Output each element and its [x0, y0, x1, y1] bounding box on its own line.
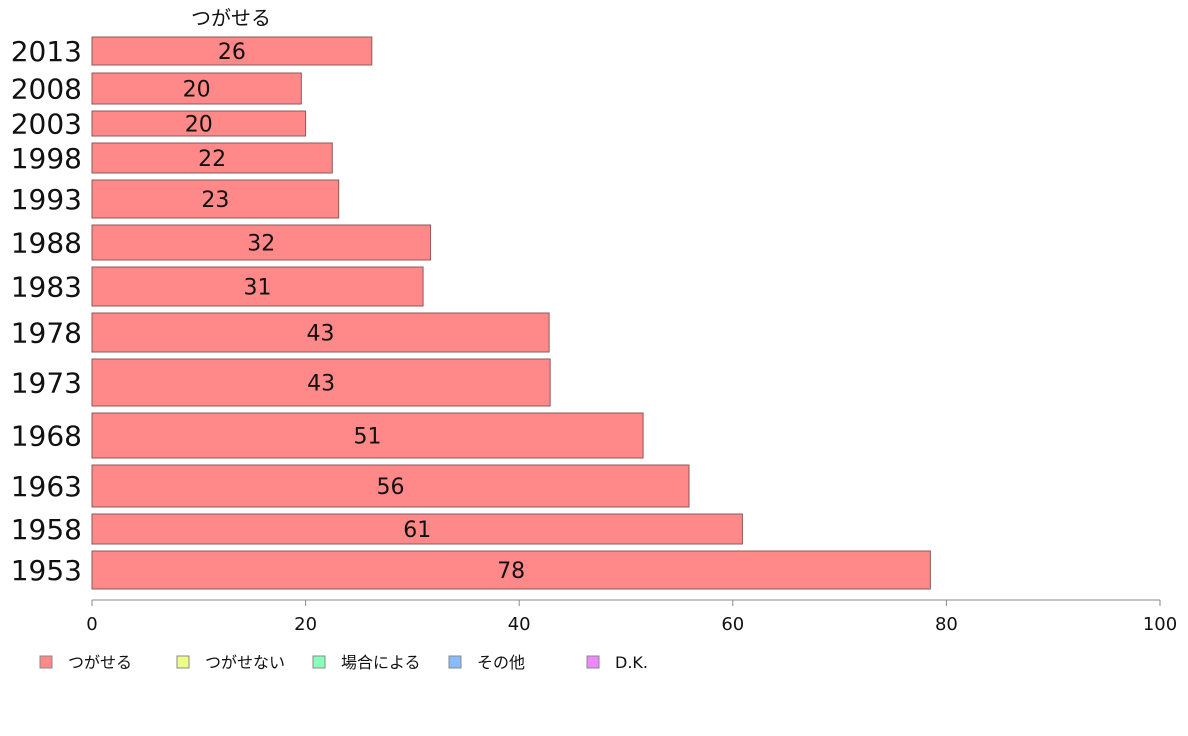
year-label: 1988 [11, 227, 82, 260]
bar-row: 1998 22 [11, 142, 333, 175]
year-label: 1998 [11, 142, 82, 175]
bar [91, 358, 551, 407]
year-label: 2013 [11, 35, 82, 68]
bar-value-label: 23 [201, 188, 229, 213]
bar-row: 1978 43 [11, 312, 550, 353]
bar-row: 1988 32 [11, 224, 432, 261]
legend-label: D.K. [615, 653, 648, 672]
bar-value-label: 26 [218, 40, 246, 65]
x-tick-label: 20 [294, 614, 317, 635]
bar-row: 2008 20 [11, 72, 302, 106]
bar-value-label: 20 [183, 78, 211, 103]
legend-swatch [39, 655, 53, 669]
x-tick-label: 60 [721, 614, 744, 635]
legend-swatch [312, 655, 326, 669]
bar [91, 110, 307, 137]
bar-row: 1973 43 [11, 358, 551, 407]
series-title: つがせる [191, 6, 271, 30]
x-tick-label: 40 [508, 614, 531, 635]
bar-row: 1968 51 [11, 412, 644, 459]
bar [91, 513, 743, 545]
year-label: 1958 [11, 513, 82, 546]
bar-row: 1963 56 [11, 464, 690, 508]
bar-value-label: 32 [247, 232, 275, 257]
bar [91, 224, 432, 261]
bar-value-label: 22 [198, 147, 226, 172]
bar-row: 1953 78 [11, 550, 931, 590]
bar-row: 1993 23 [11, 179, 340, 219]
bar [91, 179, 340, 219]
bar-row: 1958 61 [11, 513, 743, 546]
year-label: 2008 [11, 73, 82, 106]
bar-value-label: 51 [354, 425, 382, 450]
year-label: 1993 [11, 183, 82, 216]
bar-value-label: 56 [377, 475, 405, 500]
bar-value-label: 20 [185, 113, 213, 138]
year-label: 1973 [11, 367, 82, 400]
bar [91, 36, 373, 66]
legend-swatch [448, 655, 462, 669]
legend-label: つがせない [205, 653, 285, 672]
bar-row: 2013 26 [11, 35, 373, 68]
legend-item: 場合による [312, 653, 421, 672]
bar-row: 1983 31 [11, 266, 424, 307]
x-tick-label: 80 [935, 614, 958, 635]
bar-value-label: 31 [244, 276, 272, 301]
bar [91, 72, 302, 105]
legend-label: つがせる [68, 653, 132, 672]
bar-value-label: 43 [307, 372, 335, 397]
year-label: 1953 [11, 554, 82, 587]
bar [91, 142, 333, 174]
legend-label: その他 [477, 653, 525, 672]
year-label: 2003 [11, 108, 82, 141]
bar [91, 464, 690, 508]
year-label: 1968 [11, 420, 82, 453]
bar-value-label: 78 [497, 559, 525, 584]
legend-item: D.K. [586, 653, 648, 672]
legend-item: つがせない [176, 653, 285, 672]
x-tick-label: 0 [86, 614, 97, 635]
year-label: 1963 [11, 470, 82, 503]
legend-item: つがせる [39, 653, 132, 672]
bar-value-label: 43 [307, 322, 335, 347]
legend-label: 場合による [341, 653, 421, 672]
bar-value-label: 61 [403, 518, 431, 543]
year-label: 1978 [11, 317, 82, 350]
bar [91, 266, 424, 307]
legend-swatch [176, 655, 190, 669]
year-label: 1983 [11, 271, 82, 304]
legend-swatch [586, 655, 600, 669]
bar [91, 550, 931, 590]
bar [91, 412, 644, 459]
legend-item: その他 [448, 653, 525, 672]
bar-row: 2003 20 [11, 108, 307, 141]
x-tick-label: 100 [1143, 614, 1177, 635]
bar [91, 312, 550, 353]
